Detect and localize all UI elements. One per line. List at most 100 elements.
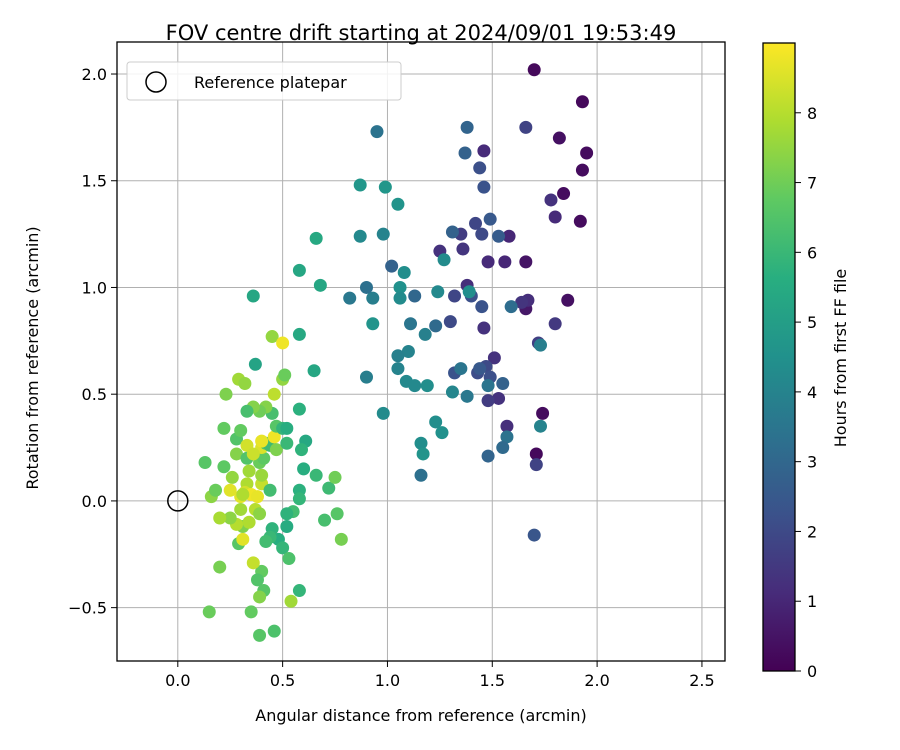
data-point bbox=[448, 289, 462, 303]
data-point bbox=[561, 293, 575, 307]
data-point bbox=[292, 402, 306, 416]
data-point bbox=[385, 259, 399, 273]
data-point bbox=[267, 387, 281, 401]
data-point bbox=[219, 387, 233, 401]
colorbar-tick-label: 6 bbox=[807, 243, 817, 262]
data-point bbox=[435, 426, 449, 440]
y-tick-label: 1.5 bbox=[82, 172, 107, 191]
data-point bbox=[376, 227, 390, 241]
data-point bbox=[255, 434, 269, 448]
y-tick-label: 0.5 bbox=[82, 385, 107, 404]
y-tick-label: 0.0 bbox=[82, 492, 107, 511]
y-tick-label: 1.0 bbox=[82, 278, 107, 297]
data-point bbox=[492, 229, 506, 243]
legend-box bbox=[126, 61, 402, 101]
legend: Reference platepar bbox=[126, 61, 402, 101]
data-point bbox=[573, 214, 587, 228]
data-point bbox=[253, 507, 267, 521]
data-point bbox=[445, 385, 459, 399]
data-point bbox=[236, 488, 250, 502]
colorbar-tick-label: 8 bbox=[807, 104, 817, 123]
data-point bbox=[213, 511, 227, 525]
data-point bbox=[401, 345, 415, 358]
data-point bbox=[234, 423, 248, 437]
data-point bbox=[408, 289, 422, 303]
data-point bbox=[280, 421, 294, 435]
x-tick-label: 0.0 bbox=[165, 671, 190, 690]
data-point bbox=[265, 330, 279, 344]
data-point bbox=[280, 507, 294, 521]
data-point bbox=[198, 455, 212, 469]
data-point bbox=[318, 513, 332, 527]
data-point bbox=[483, 212, 497, 226]
data-point bbox=[462, 285, 476, 299]
colorbar-tick-label: 1 bbox=[807, 592, 817, 611]
data-point bbox=[443, 315, 457, 329]
data-point bbox=[309, 231, 323, 245]
data-point bbox=[242, 464, 256, 478]
data-point bbox=[276, 541, 290, 555]
data-point bbox=[378, 180, 392, 194]
data-point bbox=[263, 483, 277, 497]
data-point bbox=[536, 406, 550, 420]
data-point bbox=[209, 483, 223, 497]
x-tick-label: 2.5 bbox=[689, 671, 714, 690]
data-point bbox=[248, 357, 262, 371]
data-point bbox=[313, 278, 327, 292]
data-point bbox=[475, 227, 489, 241]
data-point bbox=[391, 349, 405, 363]
data-point bbox=[460, 389, 474, 403]
data-point bbox=[445, 225, 459, 239]
data-point bbox=[292, 492, 306, 506]
data-point bbox=[391, 197, 405, 211]
data-point bbox=[475, 300, 489, 314]
x-axis-label: Angular distance from reference (arcmin) bbox=[255, 706, 586, 725]
data-point bbox=[575, 163, 589, 177]
data-point bbox=[481, 394, 495, 408]
data-point bbox=[454, 362, 468, 376]
data-point bbox=[253, 590, 267, 604]
data-point bbox=[234, 502, 248, 516]
data-point bbox=[253, 628, 267, 642]
plot-frame bbox=[116, 41, 726, 662]
data-point bbox=[519, 255, 533, 269]
data-point bbox=[481, 255, 495, 269]
data-point bbox=[496, 441, 510, 455]
x-tick-label: 1.0 bbox=[375, 671, 400, 690]
data-point bbox=[246, 556, 260, 570]
data-point bbox=[458, 146, 472, 160]
data-point bbox=[330, 507, 344, 521]
data-point bbox=[529, 447, 543, 461]
data-point bbox=[502, 229, 516, 243]
data-point bbox=[544, 193, 558, 207]
data-point bbox=[259, 534, 273, 548]
data-point bbox=[280, 520, 294, 534]
data-point bbox=[420, 379, 434, 393]
data-point bbox=[292, 327, 306, 341]
data-point bbox=[498, 255, 512, 269]
data-point bbox=[246, 289, 260, 303]
x-axis-ticks: 0.0 0.5 1.0 1.5 2.0 2.5 bbox=[165, 661, 715, 690]
colorbar bbox=[762, 42, 796, 672]
colorbar-tick-label: 7 bbox=[807, 174, 817, 193]
data-point bbox=[202, 605, 216, 619]
data-point bbox=[481, 449, 495, 463]
data-point bbox=[278, 368, 292, 382]
data-point bbox=[225, 470, 239, 484]
data-point bbox=[473, 161, 487, 175]
data-point bbox=[529, 458, 543, 472]
data-point bbox=[397, 266, 411, 280]
data-point bbox=[267, 624, 281, 638]
data-point bbox=[477, 144, 491, 158]
data-point bbox=[284, 594, 298, 608]
data-point bbox=[244, 605, 258, 619]
x-tick-label: 1.5 bbox=[480, 671, 505, 690]
data-point bbox=[297, 462, 311, 476]
data-point bbox=[477, 180, 491, 194]
data-point bbox=[366, 317, 380, 331]
data-point bbox=[236, 532, 250, 546]
data-point bbox=[230, 447, 244, 461]
data-point bbox=[309, 468, 323, 482]
data-point bbox=[223, 511, 237, 525]
